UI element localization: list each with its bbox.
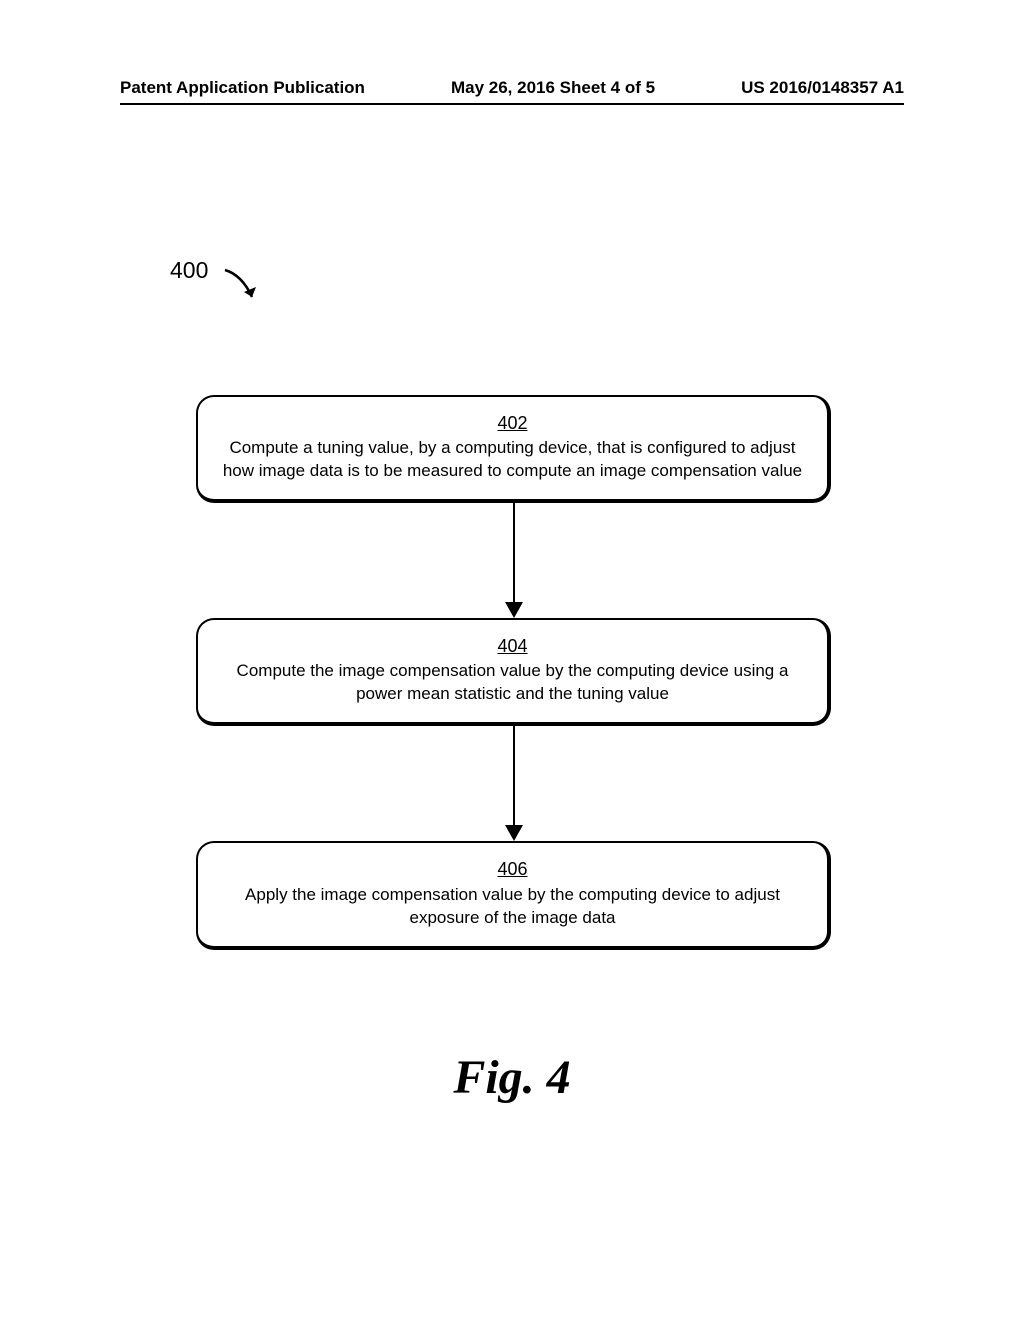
reference-arrow-icon xyxy=(220,265,265,310)
reference-number: 400 xyxy=(170,257,208,284)
box-text: Compute the image compensation value by … xyxy=(237,661,789,703)
flow-connector xyxy=(196,726,831,841)
flowchart: 402 Compute a tuning value, by a computi… xyxy=(196,395,831,950)
arrowhead-down-icon xyxy=(505,825,523,841)
header-divider xyxy=(120,103,904,105)
figure-caption: Fig. 4 xyxy=(0,1050,1024,1105)
connector-line xyxy=(513,503,515,602)
connector-line xyxy=(513,726,515,825)
flow-box-402: 402 Compute a tuning value, by a computi… xyxy=(196,395,831,503)
flow-box-406: 406 Apply the image compensation value b… xyxy=(196,841,831,949)
patent-header: Patent Application Publication May 26, 2… xyxy=(120,78,904,98)
box-number: 404 xyxy=(220,634,805,658)
header-right: US 2016/0148357 A1 xyxy=(741,78,904,98)
header-center: May 26, 2016 Sheet 4 of 5 xyxy=(451,78,655,98)
box-text: Apply the image compensation value by th… xyxy=(245,885,780,927)
flow-box-404: 404 Compute the image compensation value… xyxy=(196,618,831,726)
box-number: 402 xyxy=(220,411,805,435)
header-left: Patent Application Publication xyxy=(120,78,365,98)
flow-connector xyxy=(196,503,831,618)
arrowhead-down-icon xyxy=(505,602,523,618)
box-text: Compute a tuning value, by a computing d… xyxy=(223,438,802,480)
box-number: 406 xyxy=(220,857,805,881)
